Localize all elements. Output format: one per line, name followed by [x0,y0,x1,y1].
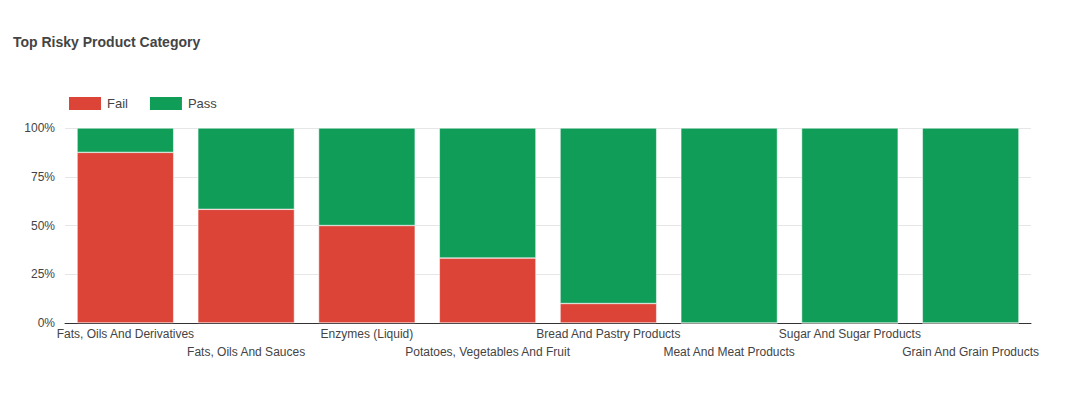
svg-text:Pass: Pass [188,96,217,111]
svg-text:Meat And Meat Products: Meat And Meat Products [663,345,794,359]
svg-text:Grain And Grain Products: Grain And Grain Products [902,345,1039,359]
svg-text:75%: 75% [31,170,55,184]
svg-text:Sugar And Sugar Products: Sugar And Sugar Products [779,327,921,341]
svg-text:Fail: Fail [107,96,128,111]
svg-text:Bread And Pastry Products: Bread And Pastry Products [536,327,680,341]
svg-text:Potatoes, Vegetables And Fruit: Potatoes, Vegetables And Fruit [405,345,570,359]
svg-text:Enzymes (Liquid): Enzymes (Liquid) [321,327,414,341]
svg-text:Fats, Oils And Derivatives: Fats, Oils And Derivatives [57,327,194,341]
svg-text:50%: 50% [31,219,55,233]
svg-text:0%: 0% [38,316,56,330]
svg-text:100%: 100% [24,121,55,135]
svg-text:25%: 25% [31,267,55,281]
svg-text:Top Risky Product Category: Top Risky Product Category [13,34,200,50]
svg-text:Fats, Oils And Sauces: Fats, Oils And Sauces [187,345,305,359]
